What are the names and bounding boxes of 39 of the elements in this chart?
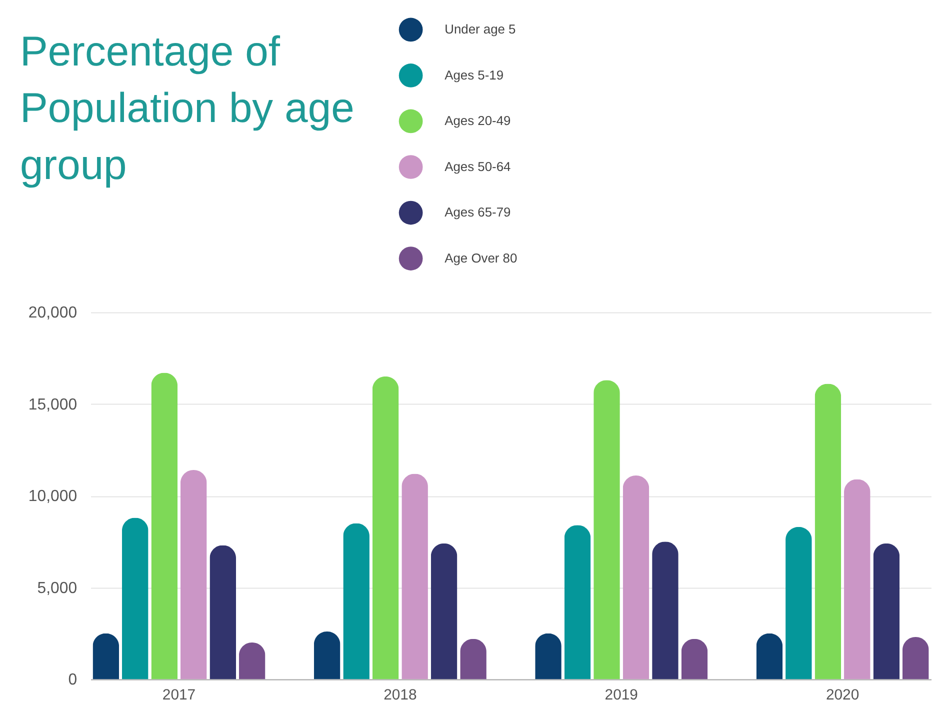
x-tick-label: 2018	[384, 686, 417, 704]
x-tick-label: 2019	[604, 686, 638, 704]
bar	[564, 525, 591, 680]
legend-label: Age Over 80	[444, 250, 518, 266]
bar	[652, 542, 678, 680]
y-tick-label: 0	[68, 672, 78, 689]
bar	[902, 637, 929, 680]
bar	[535, 633, 562, 680]
bar	[238, 642, 266, 680]
bar	[430, 543, 458, 680]
legend-label: Ages 50-64	[444, 158, 511, 174]
bar	[372, 376, 399, 680]
bar	[786, 526, 812, 680]
bar	[151, 372, 178, 680]
bar	[343, 523, 370, 680]
bar	[844, 479, 870, 680]
legend-label: Ages 20-49	[444, 113, 511, 128]
chart-title: Percentage of Population by age group	[20, 28, 354, 188]
legend-label: Ages 5-19	[444, 67, 504, 82]
bar	[622, 476, 650, 680]
bar	[873, 543, 900, 680]
x-tick-label: 2020	[826, 686, 860, 704]
bar	[314, 632, 340, 680]
bar	[681, 638, 708, 680]
bar	[814, 384, 842, 680]
bar	[402, 474, 428, 680]
y-tick-label: 20,000	[28, 304, 78, 322]
bar	[594, 380, 620, 680]
bar	[210, 545, 236, 680]
bar	[122, 518, 148, 680]
bar	[92, 633, 120, 680]
bar	[756, 633, 783, 680]
legend-label: Under age 5	[444, 22, 516, 37]
y-tick-label: 10,000	[28, 488, 78, 506]
y-tick-label: 15,000	[28, 396, 78, 414]
legend-label: Ages 65-79	[444, 204, 511, 220]
y-tick-label: 5,000	[37, 580, 78, 597]
x-tick-label: 2017	[162, 686, 196, 704]
bar	[180, 470, 207, 680]
